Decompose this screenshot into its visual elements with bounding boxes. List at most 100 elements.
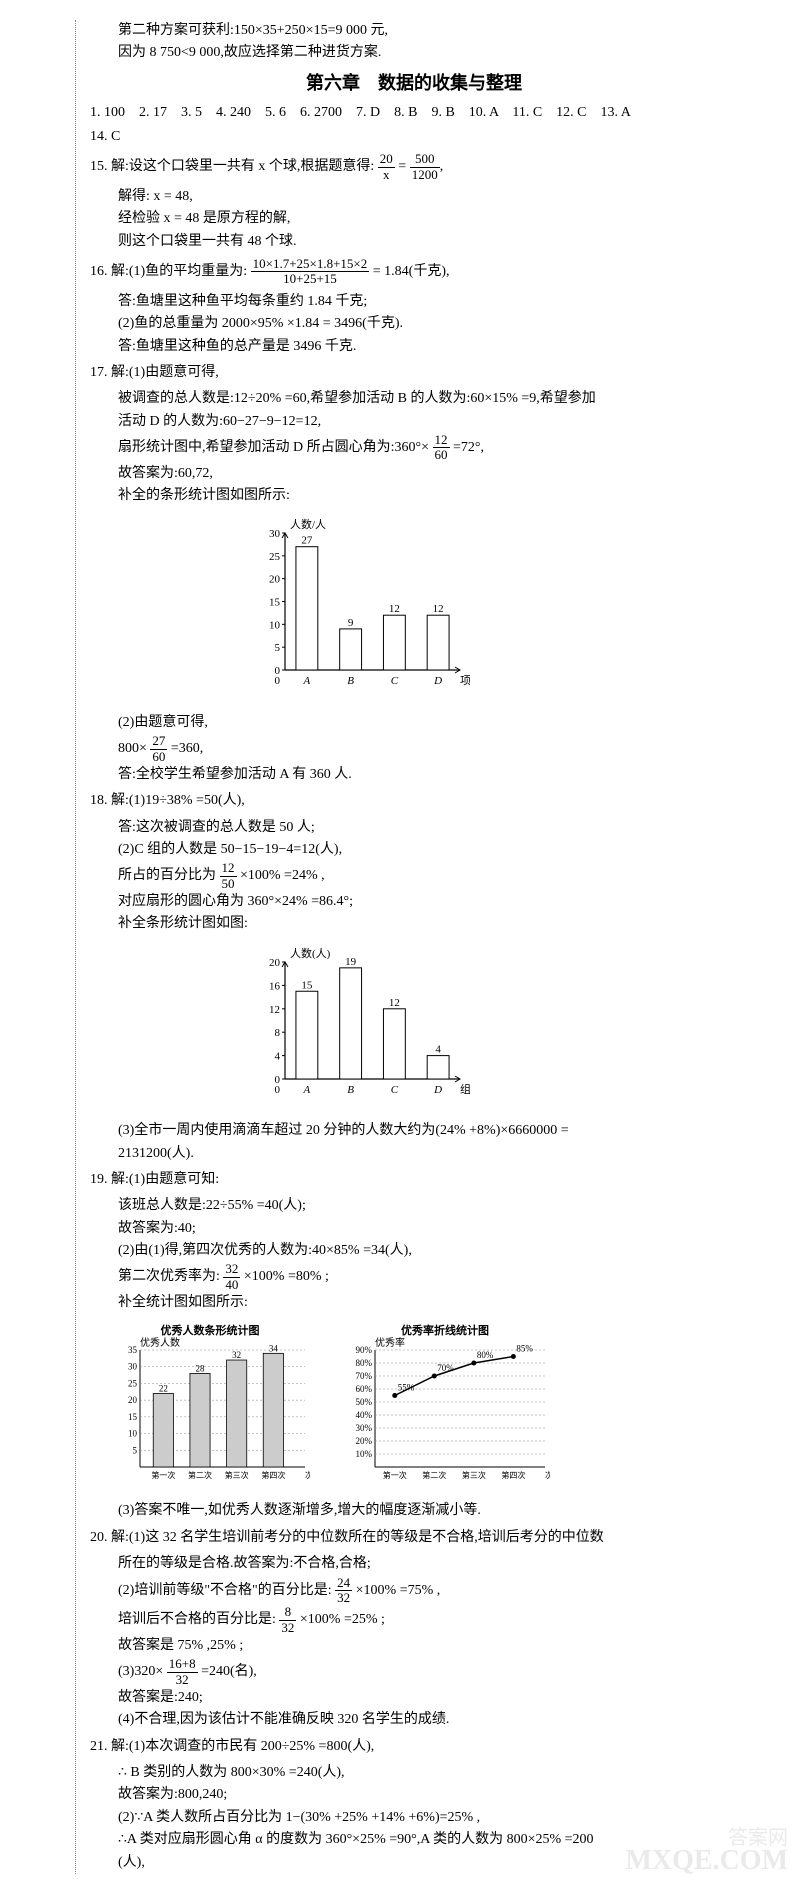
q19-line-chart: 优秀率折线统计图优秀率10%20%30%40%50%60%70%80%90%第一…	[340, 1322, 550, 1492]
svg-text:C: C	[391, 675, 399, 687]
svg-text:19: 19	[345, 956, 357, 968]
svg-text:32: 32	[232, 1350, 241, 1360]
q15-label: 15. 解:设这个口袋里一共有 x 个球,根据题意得:	[90, 159, 374, 174]
q20-l2-1: 故答案是 75% ,25% ;	[90, 1635, 738, 1657]
q16-line-3: 答:鱼塘里这种鱼的总产量是 3496 千克.	[90, 336, 738, 358]
q20-label: 20. 解:(1)这 32 名学生培训前考分的中位数所在的等级是不合格,培训后考…	[90, 1527, 738, 1549]
svg-text:27: 27	[301, 535, 313, 547]
svg-text:12: 12	[433, 604, 444, 616]
svg-text:20: 20	[128, 1396, 138, 1406]
q18-label: 18. 解:(1)19÷38% =50(人),	[90, 790, 738, 812]
svg-text:70%: 70%	[437, 1363, 454, 1373]
q19-rate: 第二次优秀率为: 3240 ×100% =80% ;	[90, 1262, 738, 1292]
q17-l3-1: (2)由题意可得,	[90, 712, 738, 734]
svg-text:12: 12	[389, 997, 400, 1009]
svg-text:第三次: 第三次	[462, 1470, 486, 1480]
q21-l1: ∴ B 类别的人数为 800×30% =240(人),	[90, 1762, 738, 1784]
svg-text:15: 15	[128, 1412, 138, 1422]
q21-l2: 故答案为:800,240;	[90, 1784, 738, 1806]
svg-text:优秀率折线统计图: 优秀率折线统计图	[401, 1323, 489, 1337]
page-content: 第二种方案可获利:150×35+250×15=9 000 元, 因为 8 750…	[0, 0, 798, 1894]
svg-text:85%: 85%	[516, 1344, 533, 1354]
q19-l2-1: 补全统计图如图所示:	[90, 1292, 738, 1314]
svg-text:第一次: 第一次	[383, 1470, 407, 1480]
svg-text:30%: 30%	[356, 1423, 373, 1433]
q19-rate-frac: 3240	[223, 1262, 240, 1292]
q15-line-1: 解得: x = 48,	[90, 186, 738, 208]
mc-answers-2: 14. C	[90, 126, 738, 148]
q18-l1-1: 答:这次被调查的总人数是 50 人;	[90, 817, 738, 839]
svg-text:34: 34	[269, 1344, 279, 1354]
q19-l1-1: 该班总人数是:22÷55% =40(人);	[90, 1195, 738, 1217]
q17-l2-1: 故答案为:60,72,	[90, 463, 738, 485]
q17-l1-2: 活动 D 的人数为:60−27−9−12=12,	[90, 411, 738, 433]
q18-bar-chart: 048121620人数(人)15A19B12C4D组别0	[250, 944, 738, 1112]
svg-text:40%: 40%	[356, 1410, 373, 1420]
svg-text:50%: 50%	[356, 1397, 373, 1407]
svg-text:30: 30	[128, 1362, 138, 1372]
intro-line-2: 因为 8 750<9 000,故应选择第二种进货方案.	[90, 42, 738, 64]
svg-text:25: 25	[128, 1379, 138, 1389]
svg-text:A: A	[303, 1084, 311, 1096]
svg-text:10: 10	[269, 620, 281, 632]
svg-text:28: 28	[196, 1364, 206, 1374]
svg-text:20%: 20%	[356, 1436, 373, 1446]
q16-result: = 1.84(千克),	[373, 264, 450, 279]
q17-l1-1: 被调查的总人数是:12÷20% =60,希望参加活动 B 的人数为:60×15%…	[90, 388, 738, 410]
q18-l3-2: 2131200(人).	[90, 1143, 738, 1165]
svg-text:5: 5	[133, 1446, 138, 1456]
svg-text:80%: 80%	[356, 1358, 373, 1368]
q18-l2-1: 对应扇形的圆心角为 360°×24% =86.4°;	[90, 891, 738, 913]
q17-l2-2: 补全的条形统计图如图所示:	[90, 485, 738, 507]
q16: 16. 解:(1)鱼的平均重量为: 10×1.7+25×1.8+15×210+2…	[90, 257, 738, 287]
svg-text:组别: 组别	[460, 1082, 470, 1096]
q17-calc2: 800× 2760 =360,	[90, 734, 738, 764]
svg-text:80%: 80%	[477, 1350, 494, 1360]
svg-text:35: 35	[128, 1345, 138, 1355]
svg-text:次数: 次数	[305, 1470, 310, 1480]
margin-dotted-line	[75, 20, 76, 1874]
svg-text:9: 9	[348, 617, 354, 629]
svg-text:0: 0	[275, 1084, 281, 1096]
svg-text:30: 30	[269, 528, 281, 540]
svg-text:10%: 10%	[356, 1449, 373, 1459]
intro-line-1: 第二种方案可获利:150×35+250×15=9 000 元,	[90, 20, 738, 42]
svg-text:4: 4	[435, 1043, 441, 1055]
q20-p3: 培训后不合格的百分比是: 832 ×100% =25% ;	[90, 1605, 738, 1635]
svg-text:25: 25	[269, 551, 281, 563]
svg-text:8: 8	[275, 1027, 281, 1039]
q15-frac-left: 20x	[378, 152, 395, 182]
svg-text:D: D	[433, 675, 442, 687]
svg-text:B: B	[347, 1084, 354, 1096]
svg-text:第一次: 第一次	[151, 1470, 175, 1480]
q17-sector-frac: 1260	[433, 433, 450, 463]
svg-text:优秀人数: 优秀人数	[140, 1336, 180, 1349]
mc-answers-1: 1. 100 2. 17 3. 5 4. 240 5. 6 6. 2700 7.…	[90, 102, 738, 124]
q20-p2-frac: 2432	[335, 1576, 352, 1606]
svg-text:D: D	[433, 1084, 442, 1096]
svg-text:第四次: 第四次	[501, 1470, 525, 1480]
q19-l1-3: (2)由(1)得,第四次优秀的人数为:40×85% =34(人),	[90, 1240, 738, 1262]
svg-text:20: 20	[269, 957, 281, 969]
svg-text:0: 0	[275, 675, 281, 687]
svg-text:5: 5	[275, 643, 281, 655]
svg-text:55%: 55%	[398, 1383, 415, 1393]
q19-dual-charts: 优秀人数条形统计图优秀人数510152025303522第一次28第二次32第三…	[110, 1322, 738, 1492]
q20-p3-frac: 832	[279, 1605, 296, 1635]
svg-text:12: 12	[389, 604, 400, 616]
svg-text:C: C	[391, 1084, 399, 1096]
svg-text:优秀率: 优秀率	[375, 1336, 405, 1349]
svg-text:次数: 次数	[545, 1470, 550, 1480]
svg-text:优秀人数条形统计图: 优秀人数条形统计图	[161, 1323, 260, 1337]
q19-l3-1: (3)答案不唯一,如优秀人数逐渐增多,增大的幅度逐渐减小等.	[90, 1500, 738, 1522]
svg-text:项目: 项目	[460, 674, 470, 687]
q15-line-3: 则这个口袋里一共有 48 个球.	[90, 231, 738, 253]
svg-text:第二次: 第二次	[188, 1470, 212, 1480]
q21-l3: (2)∵A 类人数所占百分比为 1−(30% +25% +14% +6%)=25…	[90, 1807, 738, 1829]
q21-label: 21. 解:(1)本次调查的市民有 200÷25% =800(人),	[90, 1736, 738, 1758]
q19-bar-chart: 优秀人数条形统计图优秀人数510152025303522第一次28第二次32第三…	[110, 1322, 310, 1492]
svg-text:人数(人): 人数(人)	[290, 947, 331, 960]
q17-calc2-frac: 2760	[150, 734, 167, 764]
q15-line-2: 经检验 x = 48 是原方程的解,	[90, 208, 738, 230]
svg-text:60%: 60%	[356, 1384, 373, 1394]
